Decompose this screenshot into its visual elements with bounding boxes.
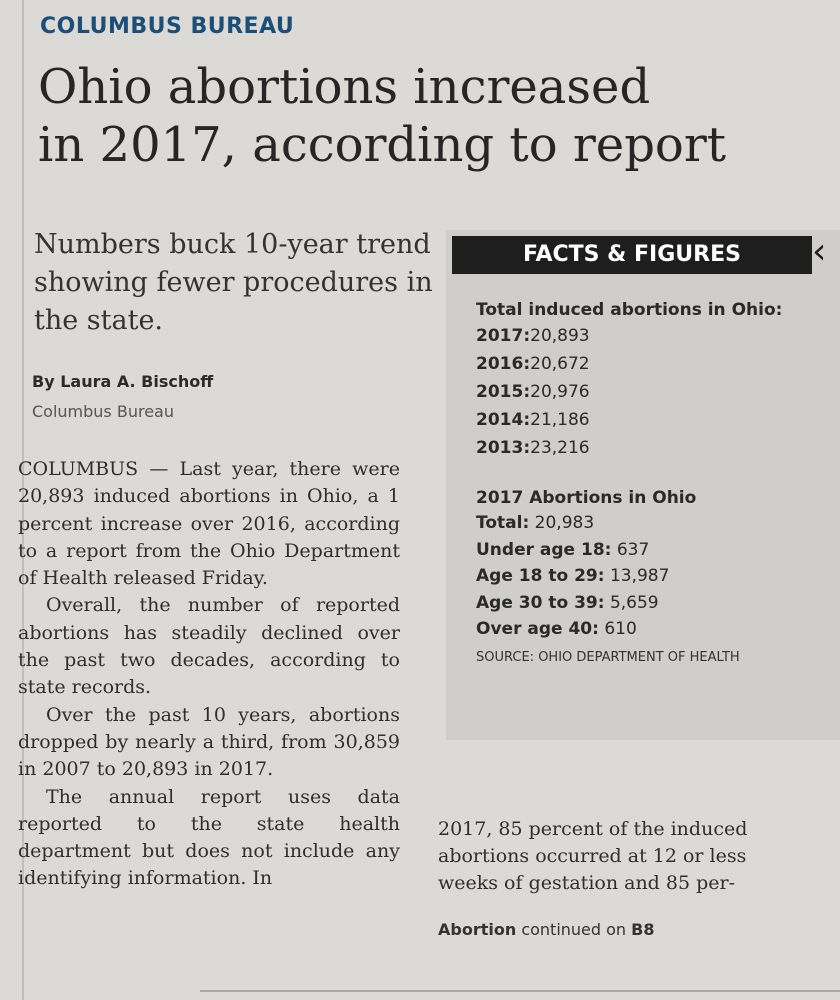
facts-year-value: 23,216 — [530, 438, 590, 458]
section-label: COLUMBUS BUREAU — [40, 14, 295, 39]
facts-year-row: 2014:21,186 — [476, 406, 826, 434]
byline-bureau: Columbus Bureau — [32, 402, 174, 421]
facts-breakdown-label: Age 30 to 39: — [476, 592, 605, 613]
facts-breakdown-label: Over age 40: — [476, 619, 599, 639]
headline: Ohio abortions increased in 2017, accord… — [38, 58, 838, 174]
article-paragraph: The annual report uses data reported to … — [18, 785, 400, 890]
jump-keyword: Abortion — [438, 920, 517, 939]
facts-year-label: 2016: — [476, 354, 531, 374]
article-paragraph: Over the past 10 years, abortions droppe… — [18, 703, 400, 781]
jump-page: B8 — [631, 920, 655, 939]
headline-line-2: in 2017, according to report — [38, 117, 727, 173]
facts-breakdown-row: Over age 40: 610 — [476, 616, 826, 643]
jump-line: Abortion continued on B8 — [438, 920, 654, 939]
facts-year-value: 20,893 — [530, 326, 590, 346]
facts-year-value: 20,672 — [530, 354, 590, 374]
facts-year-value: 21,186 — [530, 410, 590, 430]
facts-box — [446, 230, 840, 740]
facts-year-label: 2017: — [476, 326, 531, 346]
facts-breakdown-row: Age 30 to 39: 5,659 — [476, 590, 826, 617]
facts-breakdown-value: 637 — [616, 539, 650, 560]
facts-year-label: 2015: — [476, 382, 531, 402]
subheadline: Numbers buck 10-year trend showing fewer… — [34, 229, 433, 336]
facts-year-row: 2017:20,893 — [476, 322, 826, 350]
facts-year-row: 2015:20,976 — [476, 378, 826, 406]
facts-abortions-title: 2017 Abortions in Ohio — [476, 488, 697, 508]
facts-breakdown-value: 610 — [604, 619, 637, 639]
facts-breakdown-row: Total: 20,983 — [476, 510, 826, 537]
facts-list: Total induced abortions in Ohio: 2017:20… — [476, 298, 826, 669]
facts-year-row: 2013:23,216 — [476, 434, 826, 462]
facts-breakdown-row: Under age 18: 637 — [476, 537, 826, 564]
byline: By Laura A. Bischoff — [32, 372, 214, 391]
facts-breakdown-value: 20,983 — [534, 513, 595, 533]
facts-breakdown-value: 5,659 — [609, 592, 659, 613]
facts-header: FACTS & FIGURES — [452, 236, 812, 274]
facts-breakdown-row: Age 18 to 29: 13,987 — [476, 563, 826, 590]
facts-year-label: 2013: — [476, 438, 531, 458]
headline-line-1: Ohio abortions increased — [38, 59, 651, 115]
facts-breakdown-value: 13,987 — [609, 566, 670, 586]
article-paragraph: COLUMBUS — Last year, there were 20,893 … — [18, 458, 400, 590]
bottom-rule — [200, 990, 840, 992]
article-body: COLUMBUS — Last year, there were 20,893 … — [18, 456, 400, 893]
facts-year-value: 20,976 — [530, 382, 590, 402]
column-rule — [22, 0, 24, 1000]
facts-year-row: 2016:20,672 — [476, 350, 826, 378]
chevron-left-icon: ‹ — [812, 231, 827, 272]
article-continuation: 2017, 85 percent of the induced abortion… — [438, 818, 748, 894]
facts-year-label: 2014: — [476, 410, 531, 430]
article-paragraph: Overall, the number of reported abortion… — [18, 594, 400, 699]
facts-total-title: Total induced abortions in Ohio: — [476, 300, 783, 320]
facts-breakdown-label: Under age 18: — [476, 539, 612, 560]
facts-source: SOURCE: OHIO DEPARTMENT OF HEALTH — [476, 649, 740, 665]
facts-breakdown-label: Age 18 to 29: — [476, 566, 605, 586]
facts-breakdown-label: Total: — [476, 513, 530, 533]
jump-text: continued on — [516, 920, 632, 939]
